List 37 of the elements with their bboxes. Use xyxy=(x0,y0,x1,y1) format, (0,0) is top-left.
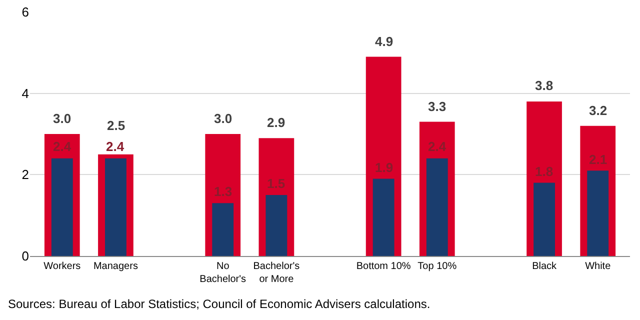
data-label: 3.0 xyxy=(53,111,72,126)
x-tick-label: Black xyxy=(532,261,558,272)
data-label: 1.3 xyxy=(214,184,232,199)
x-tick-label: Managers xyxy=(93,261,138,272)
data-label: 2.5 xyxy=(107,118,126,133)
data-label: 1.5 xyxy=(267,176,286,191)
bar xyxy=(372,178,394,256)
y-tick-label: 4 xyxy=(22,86,29,101)
bar xyxy=(587,170,609,256)
data-label: 4.9 xyxy=(375,34,394,49)
data-label: 1.9 xyxy=(375,160,394,175)
bar xyxy=(212,203,234,256)
bar xyxy=(426,158,448,256)
x-tick-label: Bottom 10% xyxy=(356,261,411,272)
y-tick-label: 2 xyxy=(22,167,29,182)
data-label: 2.4 xyxy=(106,139,125,154)
x-tick-label: Workers xyxy=(44,261,81,272)
data-label: 3.8 xyxy=(535,78,554,93)
x-tick-label: No Bachelor's xyxy=(200,261,246,285)
y-tick-label: 6 xyxy=(22,4,29,20)
data-label: 2.9 xyxy=(267,115,286,130)
data-label: 1.8 xyxy=(535,164,554,179)
data-label: 3.2 xyxy=(589,103,608,118)
x-tick-label: Bachelor's or More xyxy=(253,261,300,285)
x-tick-label: Top 10% xyxy=(418,261,457,272)
bar xyxy=(105,158,126,256)
bar xyxy=(534,182,555,256)
data-label: 3.3 xyxy=(428,99,446,114)
data-label: 2.4 xyxy=(428,139,447,154)
x-tick-label: White xyxy=(585,261,612,272)
source-note: Sources: Bureau of Labor Statistics; Council of Economic Advisers calculations. xyxy=(8,297,430,311)
bar xyxy=(266,195,288,256)
y-tick-label: 0 xyxy=(22,248,29,264)
data-label: 2.1 xyxy=(589,152,608,167)
bar xyxy=(51,158,73,256)
data-label: 3.0 xyxy=(214,111,232,126)
data-label: 2.4 xyxy=(53,139,72,154)
